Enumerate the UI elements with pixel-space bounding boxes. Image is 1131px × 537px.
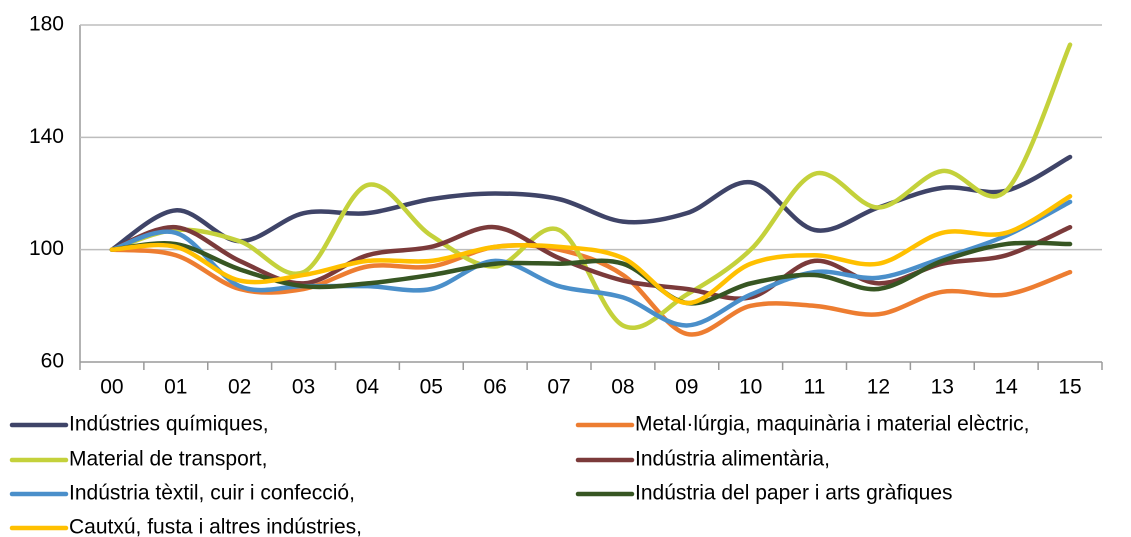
series-line (109, 199, 1073, 328)
x-tick-label: 06 (484, 376, 507, 399)
legend-label: Indústria alimentària, (635, 448, 830, 471)
x-tick-label: 11 (804, 376, 826, 399)
legend-label: Cautxú, fusta i altres indústries, (69, 516, 362, 537)
y-tick-label: 60 (41, 350, 64, 373)
legend-label: Indústria del paper i arts gràfiques (635, 482, 953, 505)
x-tick-label: 14 (995, 376, 1019, 399)
x-tick-label: 13 (931, 376, 954, 399)
x-tick-label: 03 (292, 376, 315, 399)
x-tick-label: 15 (1058, 376, 1081, 399)
legend-label: Material de transport, (69, 448, 267, 471)
x-tick-label: 01 (164, 376, 187, 399)
legend-label: Indústries químiques, (69, 413, 269, 436)
y-tick-label: 140 (29, 125, 64, 148)
x-tick-label: 00 (100, 376, 123, 399)
x-tick-label: 09 (675, 376, 698, 399)
x-tick-label: 10 (739, 376, 762, 399)
x-tick-label: 08 (611, 376, 634, 399)
x-tick-label: 02 (228, 376, 251, 399)
y-tick-label: 180 (29, 13, 64, 36)
x-tick-label: 07 (547, 376, 570, 399)
x-tick-label: 05 (420, 376, 443, 399)
y-tick-label: 100 (29, 237, 64, 260)
legend-label: Indústria tèxtil, cuir i confecció, (69, 482, 355, 505)
series-line (109, 194, 1073, 306)
x-tick-label: 12 (867, 376, 890, 399)
series-line (109, 42, 1073, 330)
series-line (109, 154, 1073, 252)
legend-label: Metal·lúrgia, maquinària i material elèc… (635, 413, 1029, 436)
x-tick-label: 04 (356, 376, 380, 399)
